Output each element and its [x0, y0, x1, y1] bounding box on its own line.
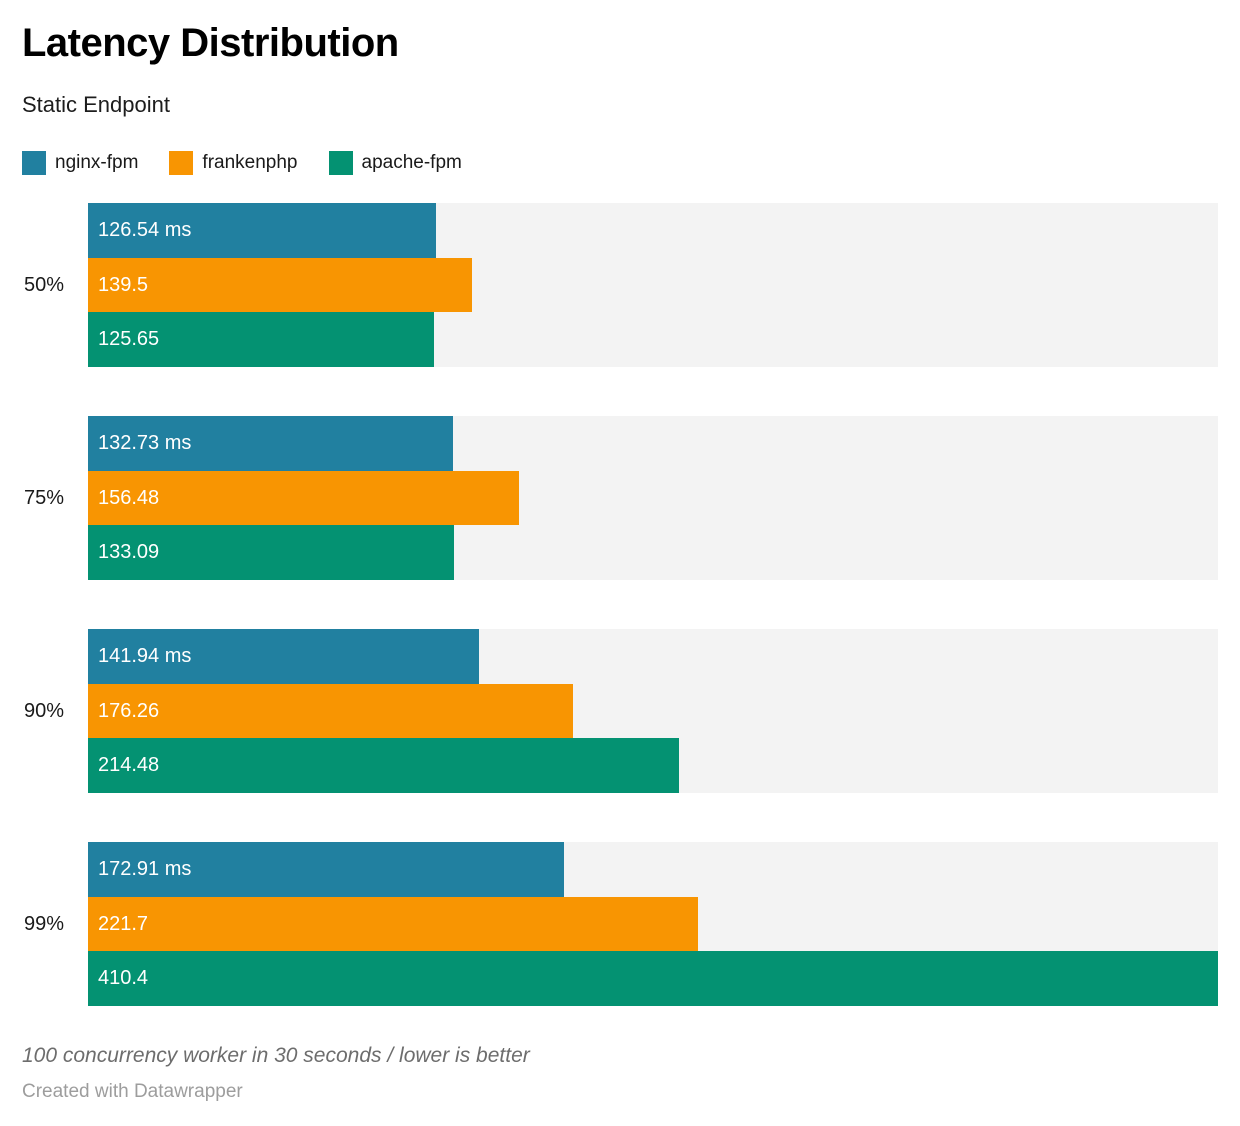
- bar-row: 156.48: [88, 470, 1218, 526]
- bar-row: 221.7: [88, 896, 1218, 952]
- bar-frankenphp: 156.48: [88, 470, 519, 526]
- page-title: Latency Distribution: [22, 21, 399, 65]
- bar-frankenphp: 139.5: [88, 257, 473, 313]
- bar-value-label: 172.91 ms: [98, 857, 192, 880]
- bar-apache-fpm: 133.09: [88, 525, 455, 581]
- legend-swatch-icon: [22, 151, 46, 175]
- bar-value-label: 156.48: [98, 486, 160, 509]
- legend-item-apache-fpm: apache-fpm: [328, 151, 462, 175]
- group-plot-area: 132.73 ms 156.48 133.09: [88, 416, 1218, 581]
- group-plot-area: 126.54 ms 139.5 125.65: [88, 203, 1218, 368]
- chart-subtitle: Static Endpoint: [22, 92, 170, 117]
- bar-row: 172.91 ms: [88, 842, 1218, 897]
- category-label: 75%: [24, 486, 65, 509]
- bar-row: 126.54 ms: [88, 203, 1218, 258]
- legend-swatch-icon: [169, 151, 194, 175]
- legend-label: frankenphp: [202, 152, 298, 173]
- legend: nginx-fpm frankenphp apache-fpm: [22, 150, 1218, 176]
- bar-value-label: 125.65: [98, 328, 160, 351]
- legend-label: nginx-fpm: [55, 152, 139, 173]
- bar-value-label: 176.26: [98, 699, 160, 722]
- bar-nginx-fpm: 172.91 ms: [88, 842, 565, 897]
- bar-value-label: 132.73 ms: [98, 431, 192, 454]
- bar-frankenphp: 176.26: [88, 683, 574, 739]
- bar-value-label: 133.09: [98, 541, 160, 564]
- category-label: 90%: [24, 699, 65, 722]
- bar-value-label: 141.94 ms: [98, 644, 192, 667]
- legend-item-frankenphp: frankenphp: [169, 151, 298, 175]
- bar-nginx-fpm: 126.54 ms: [88, 203, 437, 258]
- bar-row: 139.5: [88, 257, 1218, 313]
- bar-group-90pct: 90% 141.94 ms 176.26 214.48: [22, 629, 1218, 794]
- bar-frankenphp: 221.7: [88, 896, 699, 952]
- bar-value-label: 139.5: [98, 273, 149, 296]
- bar-nginx-fpm: 141.94 ms: [88, 629, 479, 684]
- bar-value-label: 410.4: [98, 967, 149, 990]
- datawrapper-credit: Created with Datawrapper: [22, 1081, 243, 1102]
- category-label: 50%: [24, 273, 65, 296]
- chart: 50% 126.54 ms 139.5 125.65 75% 132.73 ms 156.4…: [22, 203, 1218, 1007]
- legend-swatch-icon: [328, 151, 353, 175]
- bar-nginx-fpm: 132.73 ms: [88, 416, 454, 471]
- bar-row: 132.73 ms: [88, 416, 1218, 471]
- legend-label: apache-fpm: [361, 152, 462, 173]
- legend-item-nginx-fpm: nginx-fpm: [22, 151, 138, 175]
- bar-group-99pct: 99% 172.91 ms 221.7 410.4: [22, 842, 1218, 1007]
- bar-value-label: 126.54 ms: [98, 218, 192, 241]
- bar-row: 410.4: [88, 951, 1218, 1007]
- bar-value-label: 214.48: [98, 754, 160, 777]
- bar-apache-fpm: 214.48: [88, 738, 679, 794]
- bar-value-label: 221.7: [98, 912, 149, 935]
- group-plot-area: 141.94 ms 176.26 214.48: [88, 629, 1218, 794]
- bar-group-50pct: 50% 126.54 ms 139.5 125.65: [22, 203, 1218, 368]
- bar-apache-fpm: 410.4: [88, 951, 1218, 1007]
- category-label: 99%: [24, 912, 65, 935]
- bar-apache-fpm: 125.65: [88, 312, 434, 368]
- bar-row: 214.48: [88, 738, 1218, 794]
- bar-row: 125.65: [88, 312, 1218, 368]
- bar-group-75pct: 75% 132.73 ms 156.48 133.09: [22, 416, 1218, 581]
- group-plot-area: 172.91 ms 221.7 410.4: [88, 842, 1218, 1007]
- bar-row: 176.26: [88, 683, 1218, 739]
- bar-row: 141.94 ms: [88, 629, 1218, 684]
- bar-row: 133.09: [88, 525, 1218, 581]
- chart-footnote: 100 concurrency worker in 30 seconds / l…: [22, 1044, 530, 1067]
- chart-card: Latency Distribution Static Endpoint ngi…: [22, 21, 1218, 1102]
